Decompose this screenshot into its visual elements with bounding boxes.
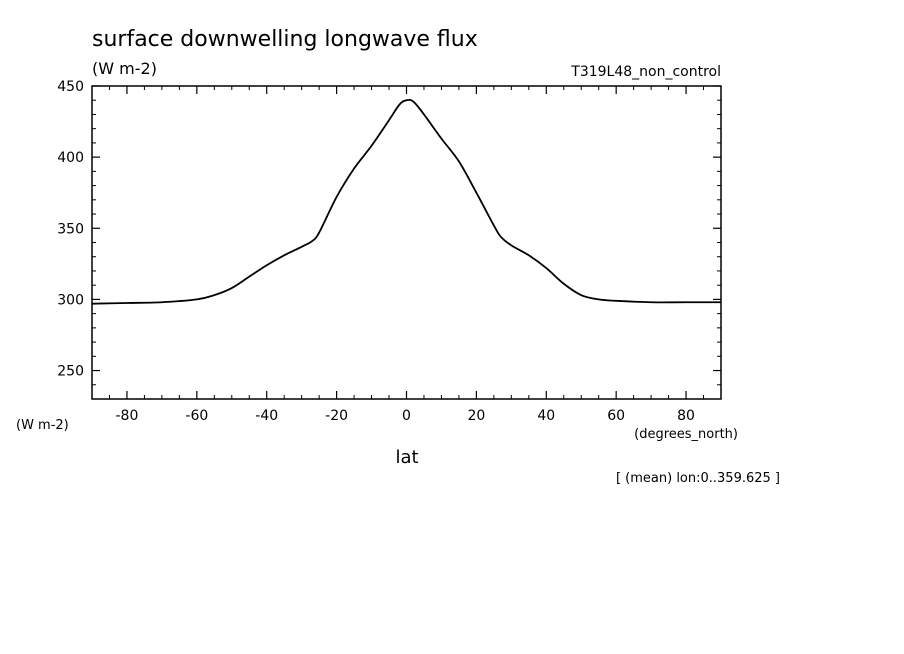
chart-title: surface downwelling longwave flux xyxy=(92,27,478,52)
y-axis: 250 300 350 400 450 xyxy=(57,79,721,400)
y-tick-label: 400 xyxy=(57,150,84,166)
x-tick-label: 80 xyxy=(677,408,695,424)
y-tick-label: 250 xyxy=(57,364,84,380)
x-tick-label: 0 xyxy=(402,408,411,424)
plot-frame xyxy=(91,85,722,400)
x-tick-label: -40 xyxy=(255,408,278,424)
y-tick-label: 450 xyxy=(57,79,84,95)
x-tick-label: 40 xyxy=(537,408,555,424)
chart-subtitle: (W m-2) xyxy=(92,59,157,78)
x-axis: -80 -60 -40 -20 0 20 40 60 80 xyxy=(91,86,722,424)
x-axis-label: lat xyxy=(395,447,418,468)
run-label: T319L48_non_control xyxy=(570,64,721,80)
y-tick-label: 300 xyxy=(57,292,84,308)
y-units-label: (W m-2) xyxy=(16,418,69,433)
x-tick-label: -20 xyxy=(325,408,348,424)
x-tick-label: 20 xyxy=(467,408,485,424)
y-tick-label: 350 xyxy=(57,221,84,237)
x-units-label: (degrees_north) xyxy=(634,427,738,442)
plot-area: 250 300 350 400 450 -80 -60 -40 -20 0 20 40 60 80 xyxy=(57,79,722,424)
x-tick-label: -80 xyxy=(116,408,139,424)
x-tick-label: -60 xyxy=(185,408,208,424)
footnote: [ (mean) lon:0..359.625 ] xyxy=(616,471,780,486)
series-line xyxy=(91,98,721,305)
series-layer xyxy=(91,98,721,305)
x-tick-label: 60 xyxy=(607,408,625,424)
